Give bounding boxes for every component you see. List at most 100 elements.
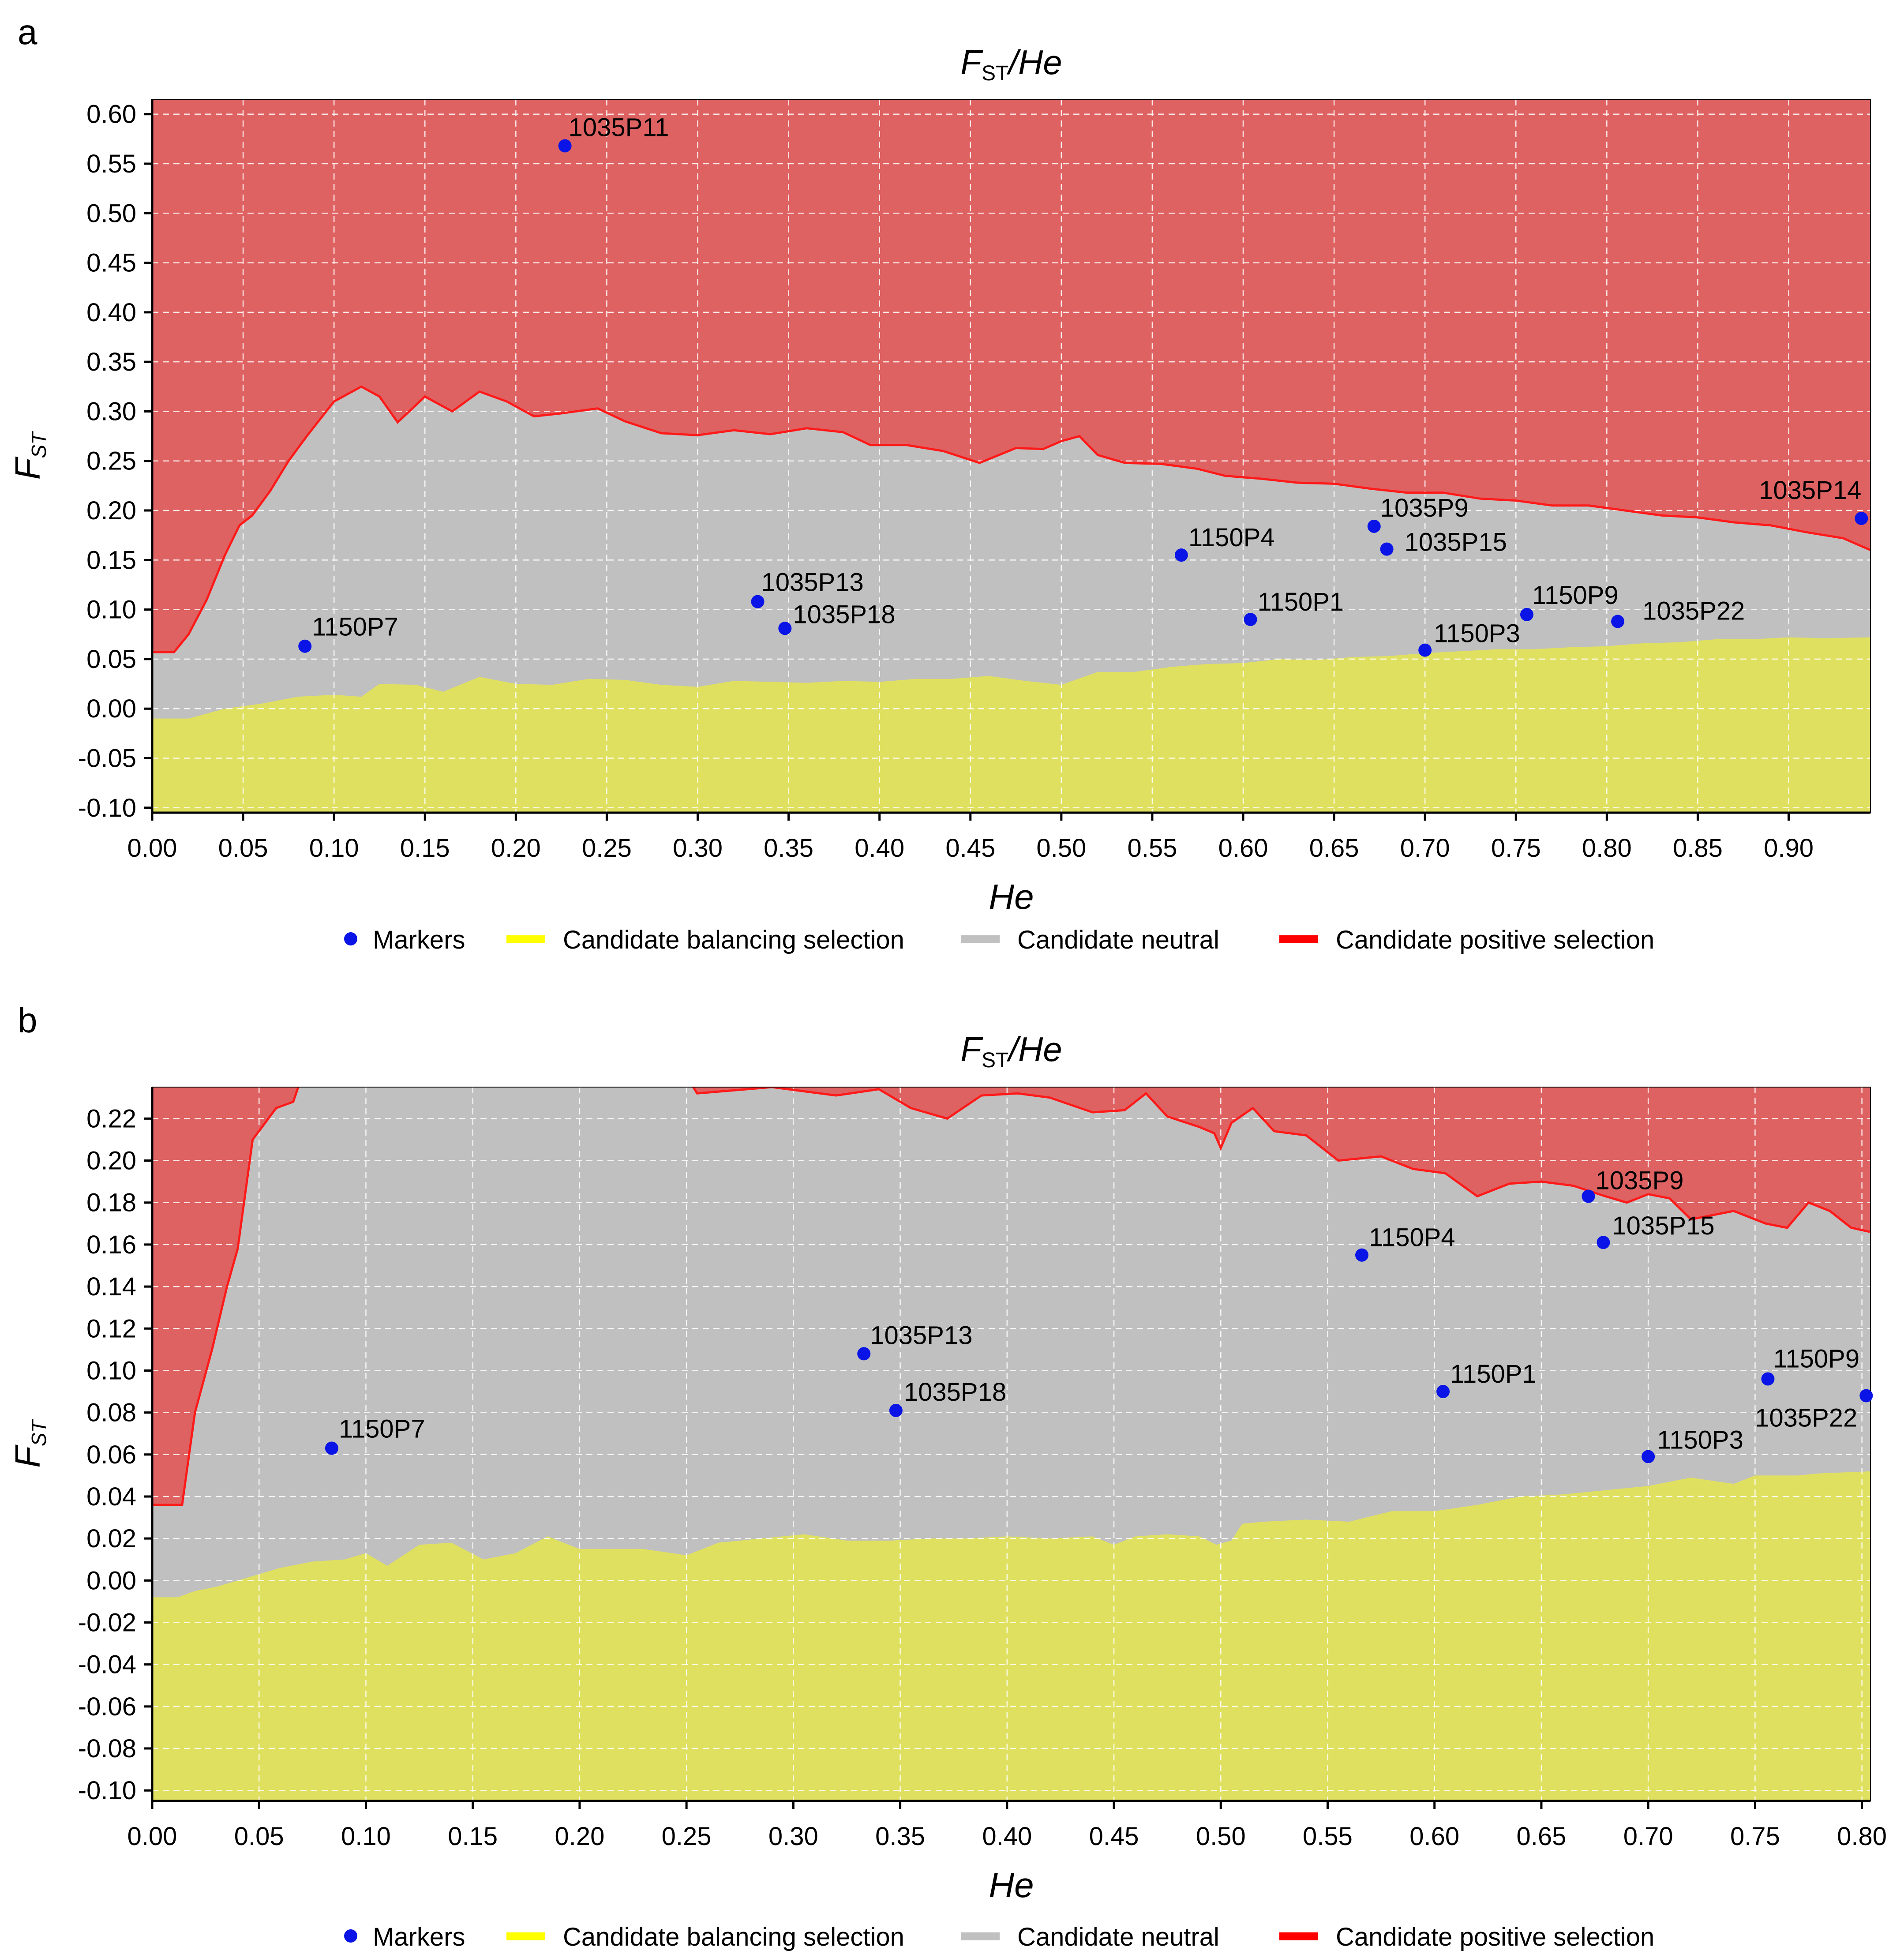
panel-a-fst-he-plot: 0.00 0.05 0.10 0.15 0.20 0.25 0.30 0.35 0.40 0.45… <box>8 12 1871 954</box>
marker-point <box>1761 1372 1775 1386</box>
y-tick-label: 0.04 <box>86 1482 136 1511</box>
y-tick-label: 0.20 <box>86 496 136 525</box>
y-tick-label: 0.18 <box>86 1189 136 1217</box>
x-tick-label: 0.70 <box>1623 1822 1673 1851</box>
marker-label: 1035P9 <box>1380 494 1469 522</box>
x-tick-label: 0.15 <box>400 834 450 863</box>
x-tick-label: 0.40 <box>982 1822 1032 1851</box>
x-tick-label: 0.80 <box>1582 834 1632 863</box>
y-tick-label: 0.45 <box>86 249 136 278</box>
marker-label: 1035P15 <box>1612 1212 1714 1240</box>
marker-point <box>1859 1389 1873 1403</box>
y-tick-label: 0.60 <box>86 100 136 129</box>
panel-b-fst-he-plot: 0.00 0.05 0.10 0.15 0.20 0.25 0.30 0.35 0.40 0.45… <box>8 1001 1887 1951</box>
x-tick-label: 0.65 <box>1516 1822 1566 1851</box>
y-tick-label: 0.40 <box>86 298 136 327</box>
marker-label: 1035P13 <box>761 568 864 597</box>
marker-label: 1150P1 <box>1450 1360 1537 1388</box>
legend-neutral-swatch <box>961 1932 1000 1940</box>
y-tick-label: -0.06 <box>78 1692 136 1721</box>
y-tick-label: 0.12 <box>86 1314 136 1343</box>
marker-point <box>889 1403 903 1417</box>
marker-label: 1150P4 <box>1369 1223 1455 1252</box>
y-tick-label: -0.05 <box>78 744 136 773</box>
x-axis-label: He <box>989 877 1034 916</box>
x-tick-label: 0.20 <box>491 834 541 863</box>
x-tick-label: 0.00 <box>127 1822 177 1851</box>
marker-point <box>1611 615 1625 628</box>
plot-area <box>152 1087 1870 1801</box>
y-axis-label: FST <box>8 1419 50 1468</box>
x-tick-label: 0.75 <box>1491 834 1541 863</box>
x-tick-label: 0.10 <box>341 1822 391 1851</box>
marker-point <box>1582 1189 1595 1203</box>
legend-positive-swatch <box>1279 1932 1318 1940</box>
y-tick-label: 0.55 <box>86 150 136 178</box>
marker-point <box>1174 548 1188 562</box>
marker-point <box>1380 542 1394 556</box>
x-tick-label: 0.85 <box>1673 834 1723 863</box>
legend-positive-swatch <box>1279 935 1318 943</box>
marker-point <box>1418 643 1432 657</box>
legend-balancing-swatch <box>506 1932 545 1940</box>
marker-label: 1035P22 <box>1642 597 1745 626</box>
y-tick-label: -0.10 <box>78 1776 136 1805</box>
marker-label: 1150P9 <box>1532 581 1619 610</box>
x-tick-label: 0.75 <box>1730 1822 1780 1851</box>
y-tick-label: 0.06 <box>86 1440 136 1469</box>
legend-markers-label: Markers <box>373 926 465 954</box>
x-tick-label: 0.90 <box>1764 834 1814 863</box>
x-tick-label: 0.20 <box>555 1822 604 1851</box>
marker-label: 1150P7 <box>312 613 398 641</box>
legend-neutral-swatch <box>961 935 1000 943</box>
y-tick-label: 0.35 <box>86 348 136 376</box>
marker-point <box>751 595 765 608</box>
marker-point <box>1642 1450 1655 1463</box>
marker-point <box>1355 1248 1369 1262</box>
legend-positive-label: Candidate positive selection <box>1336 926 1654 954</box>
x-tick-label: 0.45 <box>1089 1822 1139 1851</box>
y-tick-label: -0.02 <box>78 1609 136 1637</box>
marker-label: 1035P22 <box>1755 1404 1857 1433</box>
legend-balancing-label: Candidate balancing selection <box>563 926 904 954</box>
legend-balancing-swatch <box>506 935 545 943</box>
x-tick-label: 0.70 <box>1400 834 1450 863</box>
x-tick-label: 0.50 <box>1196 1822 1246 1851</box>
x-tick-label: 0.30 <box>768 1822 818 1851</box>
legend-neutral-label: Candidate neutral <box>1017 926 1219 954</box>
x-tick-label: 0.25 <box>662 1822 712 1851</box>
marker-point <box>1597 1236 1610 1249</box>
x-tick-label: 0.35 <box>875 1822 925 1851</box>
legend-positive-label: Candidate positive selection <box>1336 1923 1654 1951</box>
marker-point <box>1520 608 1533 621</box>
x-tick-label: 0.00 <box>127 834 177 863</box>
y-tick-label: 0.22 <box>86 1104 136 1133</box>
x-tick-label: 0.15 <box>448 1822 498 1851</box>
legend-markers-label: Markers <box>373 1923 465 1951</box>
marker-point <box>778 622 792 635</box>
y-tick-label: 0.02 <box>86 1524 136 1553</box>
marker-label: 1150P7 <box>339 1415 425 1444</box>
x-tick-label: 0.60 <box>1409 1822 1459 1851</box>
chart-title: FST/He <box>960 43 1062 85</box>
x-tick-label: 0.55 <box>1303 1822 1353 1851</box>
y-tick-label: 0.20 <box>86 1147 136 1175</box>
y-tick-label: 0.16 <box>86 1230 136 1259</box>
legend-markers-swatch <box>344 1929 357 1943</box>
x-tick-label: 0.55 <box>1127 834 1177 863</box>
x-tick-label: 0.80 <box>1837 1822 1887 1851</box>
y-tick-label: 0.15 <box>86 546 136 574</box>
marker-label: 1035P9 <box>1596 1166 1684 1195</box>
balancing-selection-region <box>152 637 1870 813</box>
positive-selection-boundary-line <box>152 1087 1870 1506</box>
y-tick-label: 0.00 <box>86 694 136 723</box>
x-tick-label: 0.30 <box>673 834 723 863</box>
x-tick-label: 0.65 <box>1309 834 1359 863</box>
marker-label: 1150P1 <box>1258 588 1344 616</box>
legend: Markers Candidate balancing selection Cand… <box>344 1923 1654 1951</box>
marker-point <box>857 1347 871 1361</box>
marker-point <box>1855 511 1868 525</box>
legend-balancing-label: Candidate balancing selection <box>563 1923 904 1951</box>
marker-point <box>298 639 312 653</box>
